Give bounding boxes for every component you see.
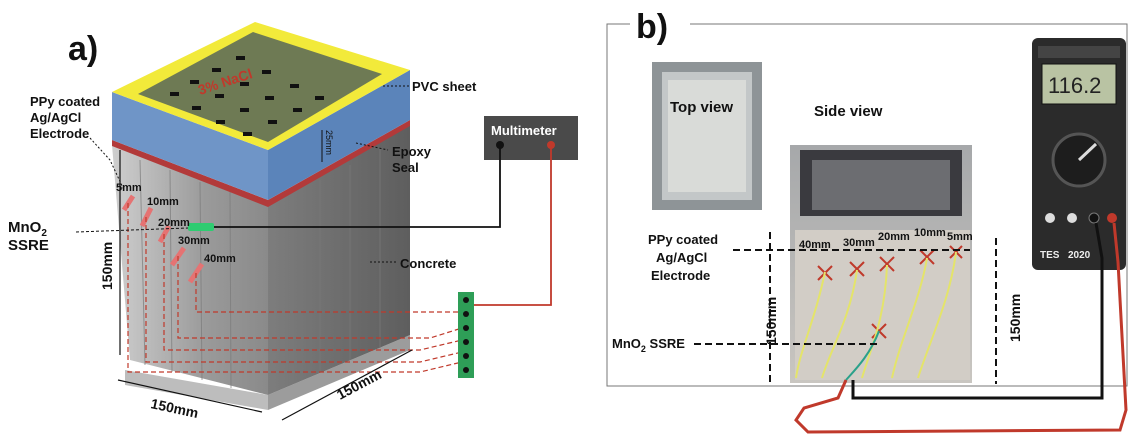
ppy-label-3: Electrode	[30, 126, 89, 141]
b-depth-10: 10mm	[914, 227, 946, 239]
pvc-sheet-label: PVC sheet	[412, 79, 477, 94]
top-view-label: Top view	[670, 99, 733, 116]
black-lead-wire	[214, 148, 501, 228]
electrode-holes	[170, 56, 324, 136]
depth-25-label: 25mm	[324, 130, 334, 155]
epoxy-label-1: Epoxy	[392, 144, 432, 159]
terminal-block	[458, 292, 474, 378]
side-view-label: Side view	[814, 103, 883, 120]
epoxy-seal-layer	[112, 120, 410, 207]
ppy-label-1: PPy coated	[30, 94, 100, 109]
meter-port-1	[1045, 213, 1055, 223]
block-texture	[139, 148, 381, 389]
panel-a-label: a)	[68, 30, 98, 68]
depth-label-5: 5mm	[116, 182, 142, 194]
b-depth-30: 30mm	[843, 237, 875, 249]
b-height-right-label: 150mm	[1007, 294, 1023, 342]
meter-header	[1038, 46, 1120, 58]
pvc-front-wall	[112, 92, 268, 200]
multimeter-photo: 116.2 TES 2020	[1032, 38, 1126, 270]
meter-display	[1041, 63, 1117, 105]
mno2-label: MnO2	[8, 219, 47, 239]
depth-label-30: 30mm	[178, 235, 210, 247]
epoxy-leader	[355, 142, 389, 151]
side-view-ssre-wire	[845, 330, 880, 381]
epoxy-label-2: Seal	[392, 160, 419, 175]
block-side-face	[268, 125, 410, 395]
meter-dial-pointer	[1077, 142, 1098, 162]
pvc-side-wall	[268, 70, 410, 200]
height-dim-label: 150mm	[99, 242, 115, 290]
mno2-ssre-electrode	[188, 223, 214, 231]
meter-red-cable	[794, 222, 1128, 434]
ppy-label-2: Ag/AgCl	[30, 110, 81, 125]
panel-b: b) Top view Side view	[606, 4, 1128, 434]
nacl-solution	[138, 32, 382, 142]
block-base-front	[125, 370, 268, 410]
b-ppy-label-1: PPy coated	[648, 232, 718, 247]
b-depth-40: 40mm	[799, 239, 831, 251]
panel-b-label-bg	[630, 4, 690, 44]
pvc-reservoir: 3% NaCl 25mm	[112, 22, 410, 200]
meter-port-2	[1067, 213, 1077, 223]
b-ppy-label-2: Ag/AgCl	[656, 250, 707, 265]
depth-label-10: 10mm	[147, 196, 179, 208]
multimeter-red-probe	[547, 141, 555, 149]
b-ppy-label-3: Electrode	[651, 268, 710, 283]
depth-label-20: 20mm	[158, 217, 190, 229]
side-view-photo	[790, 145, 972, 383]
b-mno2-label: MnO2 SSRE	[612, 336, 685, 354]
panel-a: a) 3% NaCl	[8, 22, 578, 421]
width-dim-line	[117, 379, 263, 413]
b-depth-20: 20mm	[878, 231, 910, 243]
terminal-pins	[463, 297, 469, 373]
multimeter-black-probe	[496, 141, 504, 149]
meter-model: 2020	[1068, 250, 1091, 261]
electrode-wires	[127, 203, 463, 373]
meter-brand: TES	[1040, 250, 1060, 261]
depth-dim-line	[281, 349, 413, 421]
mno2-leader	[75, 227, 189, 233]
red-lead-wire	[474, 148, 552, 306]
meter-reading: 116.2	[1048, 73, 1101, 98]
meter-black-cable	[851, 222, 1104, 400]
side-view-wires	[795, 251, 957, 379]
b-depth-5: 5mm	[947, 231, 973, 243]
side-view-tray-inner	[812, 160, 950, 210]
ssre-label: SSRE	[8, 237, 49, 254]
concrete-label: Concrete	[400, 256, 456, 271]
panel-b-label: b)	[636, 8, 668, 46]
top-view-floor	[668, 80, 746, 192]
meter-port-com	[1088, 212, 1100, 224]
meter-port-v	[1107, 213, 1117, 223]
depth-label-40: 40mm	[204, 253, 236, 265]
top-view-photo: Top view	[652, 62, 762, 210]
b-height-left-label: 150mm	[763, 297, 779, 345]
multimeter-label: Multimeter	[491, 123, 557, 138]
block-front-face	[112, 145, 268, 395]
ppy-leader	[89, 137, 125, 191]
width-dim-label: 150mm	[149, 395, 200, 421]
